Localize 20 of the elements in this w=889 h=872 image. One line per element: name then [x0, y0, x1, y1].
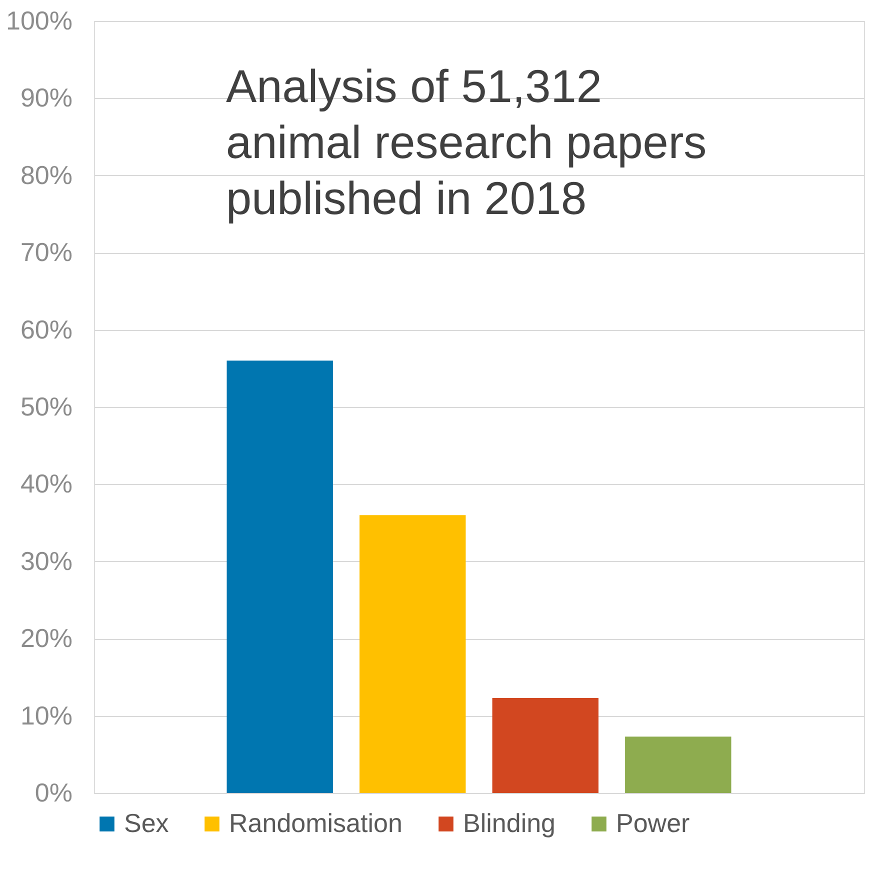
y-tick-label: 80%	[20, 160, 72, 190]
bar	[226, 360, 333, 793]
y-tick-label: 70%	[20, 237, 72, 268]
y-tick-label: 0%	[34, 778, 72, 808]
y-tick-label: 50%	[20, 392, 72, 422]
y-tick-label: 20%	[20, 623, 72, 654]
legend-label: Sex	[124, 808, 169, 838]
y-tick-label: 100%	[6, 6, 72, 36]
bar	[360, 515, 466, 793]
y-tick-label: 40%	[20, 468, 72, 499]
y-tick-label: 10%	[20, 700, 72, 730]
y-tick-label: 90%	[20, 82, 72, 113]
bar	[492, 698, 598, 793]
bar	[625, 736, 732, 793]
legend-label: Blinding	[463, 808, 556, 838]
legend-label: Power	[616, 808, 690, 838]
y-tick-label: 30%	[20, 546, 72, 576]
legend-label: Randomisation	[229, 808, 402, 838]
annotation: Analysis of 51,312 animal research papers published in 2018	[226, 60, 707, 224]
y-tick-label: 60%	[20, 314, 72, 344]
